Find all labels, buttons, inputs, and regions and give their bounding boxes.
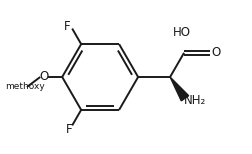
Text: NH₂: NH₂ — [184, 94, 206, 107]
Text: F: F — [64, 20, 71, 33]
Text: methoxy: methoxy — [5, 83, 45, 91]
Text: HO: HO — [173, 26, 191, 39]
Text: F: F — [66, 123, 73, 136]
Text: O: O — [40, 71, 49, 83]
Text: O: O — [211, 46, 221, 59]
Polygon shape — [170, 77, 189, 101]
